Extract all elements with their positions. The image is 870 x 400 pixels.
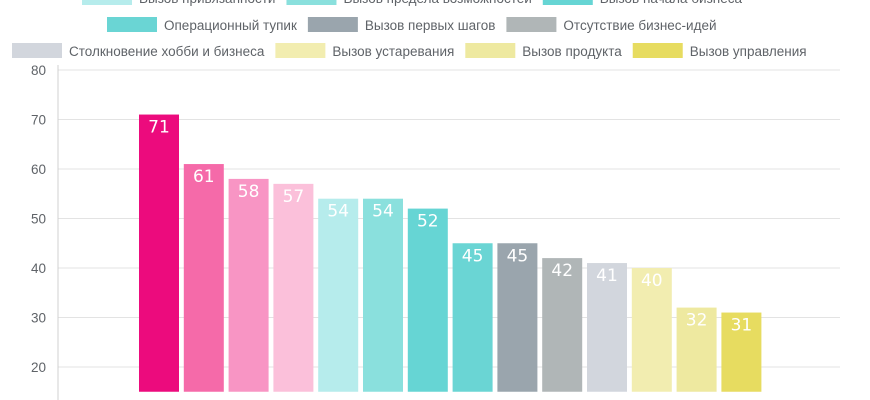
legend-label[interactable]: Вызов привязанности [139, 0, 275, 6]
legend-swatch [107, 17, 157, 32]
bar-value-label: 31 [731, 316, 753, 336]
y-tick-label: 60 [31, 162, 46, 177]
legend-swatch [465, 43, 516, 58]
bar-value-label: 41 [596, 266, 618, 286]
legend-label[interactable]: Вызов устаревания [332, 44, 454, 59]
bar[interactable] [587, 263, 627, 392]
legend-label[interactable]: Вызов продукта [522, 44, 622, 59]
bar-value-label: 71 [148, 118, 170, 138]
y-axis: 20 30 40 50 60 70 80 [31, 63, 59, 400]
bar[interactable] [676, 307, 717, 392]
bar-value-label: 45 [507, 246, 529, 266]
bar-value-label: 58 [238, 182, 260, 202]
legend-label[interactable]: Вызов первых шагов [365, 18, 496, 33]
legend-swatch [12, 43, 62, 58]
y-tick-label: 80 [31, 63, 46, 78]
bar-value-label: 42 [551, 261, 573, 281]
bar[interactable] [721, 312, 762, 392]
y-tick-label: 70 [31, 113, 46, 128]
bar[interactable] [363, 198, 403, 392]
bar-value-label: 40 [641, 271, 663, 291]
legend-swatch [506, 17, 557, 32]
data-labels: 71 61 58 57 54 54 52 45 45 42 41 40 32 31 [148, 118, 752, 336]
bar-value-label: 45 [462, 246, 484, 266]
legend-swatch [275, 43, 326, 58]
legend-label[interactable]: Вызов управления [690, 44, 807, 59]
bar-value-label: 32 [686, 311, 708, 331]
y-tick-label: 40 [31, 261, 46, 276]
legend-swatch [542, 0, 593, 5]
bar[interactable] [273, 183, 314, 392]
y-tick-label: 50 [31, 212, 46, 227]
chart-legend: Вызов привязанности Вызов предела возможн… [12, 0, 807, 59]
legend-swatch [632, 43, 683, 58]
bar[interactable] [318, 198, 359, 392]
legend-label[interactable]: Вызов начала бизнеса [600, 0, 743, 6]
y-tick-label: 30 [31, 311, 46, 326]
legend-swatch [82, 0, 132, 5]
bar[interactable] [542, 258, 583, 392]
chart-bars [139, 114, 762, 392]
legend-swatch [307, 17, 358, 32]
legend-label[interactable]: Отсутствие бизнес-идей [563, 18, 716, 33]
bar[interactable] [407, 208, 448, 392]
y-tick-label: 20 [31, 360, 46, 375]
bar[interactable] [228, 178, 269, 392]
bar[interactable] [497, 243, 538, 392]
bar[interactable] [183, 164, 224, 392]
bar[interactable] [631, 268, 672, 392]
bar-value-label: 57 [283, 187, 305, 207]
legend-label[interactable]: Вызов предела возможностей [343, 0, 531, 6]
legend-swatch [286, 0, 337, 5]
legend-label[interactable]: Операционный тупик [164, 18, 297, 33]
bar-value-label: 52 [417, 212, 439, 232]
legend-label[interactable]: Столкновение хобби и бизнеса [69, 44, 265, 59]
bar[interactable] [139, 114, 179, 392]
bar-value-label: 61 [193, 167, 215, 187]
bar-value-label: 54 [327, 202, 349, 222]
bar-value-label: 54 [372, 202, 394, 222]
bar[interactable] [452, 243, 493, 392]
